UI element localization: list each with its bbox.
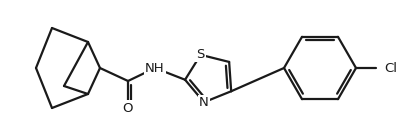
Text: Cl: Cl	[383, 61, 396, 75]
Text: NH: NH	[145, 61, 164, 75]
Text: O: O	[122, 101, 133, 115]
Text: N: N	[199, 96, 208, 109]
Text: S: S	[196, 48, 204, 61]
